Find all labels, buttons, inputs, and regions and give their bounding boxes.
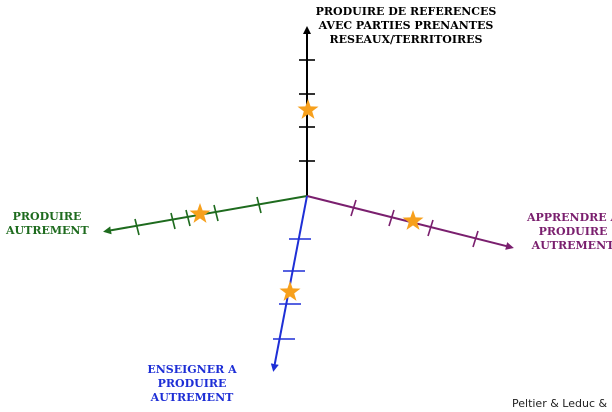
tick-mark [472, 230, 479, 248]
tick-mark [134, 218, 140, 236]
tick-mark [350, 199, 357, 217]
axis-label-line: AUTREMENT [150, 391, 234, 404]
axis-label-line: PRODUIRE [12, 210, 82, 223]
axis-bottom-line [270, 195, 308, 372]
axis-label-bottom: ENSEIGNER A PRODUIRE AUTREMENT [140, 363, 244, 405]
star-icon [297, 99, 319, 119]
axis-label-line: PRODUIRE [538, 225, 608, 238]
axis-label-line: PRODUIRE DE REFERENCES [315, 5, 497, 18]
credit-text: Peltier & Leduc & [512, 397, 608, 410]
axis-label-line: AVEC PARTIES PRENANTES [318, 19, 494, 32]
star-icon [279, 281, 301, 301]
axis-label-right: APPRENDRE A PRODUIRE AUTREMENT [518, 211, 612, 253]
star-icon [402, 210, 424, 230]
axis-left-line [103, 195, 308, 235]
axis-left [103, 195, 308, 236]
axis-label-line: APPRENDRE A [526, 211, 612, 224]
tick-mark [388, 209, 395, 227]
axis-label-line: ENSEIGNER A [147, 363, 237, 376]
axis-label-line: PRODUIRE [157, 377, 227, 390]
axis-label-top: PRODUIRE DE REFERENCES AVEC PARTIES PREN… [314, 5, 498, 47]
axis-label-line: RESEAUX/TERRITOIRES [329, 33, 483, 46]
star-icon [189, 203, 211, 223]
star-markers [189, 99, 424, 301]
tick-mark [256, 196, 262, 214]
axis-label-line: AUTREMENT [6, 224, 89, 237]
axis-label-line: AUTREMENT [531, 239, 612, 252]
tick-mark [170, 212, 176, 230]
axis-bottom [270, 195, 311, 372]
axis-label-left: PRODUIRE AUTREMENT [6, 210, 89, 238]
tick-mark [185, 209, 191, 227]
tick-mark [427, 219, 434, 237]
tick-mark [213, 204, 219, 222]
